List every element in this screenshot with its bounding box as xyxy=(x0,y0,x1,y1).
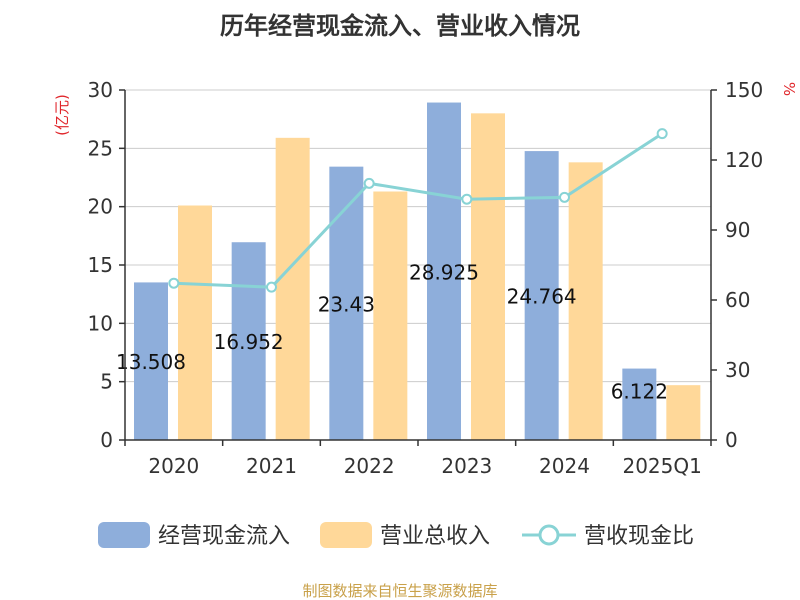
bar-revenue xyxy=(373,191,408,440)
ratio-point xyxy=(559,191,570,203)
bar-revenue xyxy=(471,113,505,440)
ratio-point xyxy=(656,128,668,140)
legend-label: 营收现金比 xyxy=(584,524,694,549)
right-axis-unit: % xyxy=(780,82,798,96)
bar-revenue xyxy=(568,162,603,441)
x-tick-label: 2020 xyxy=(148,454,199,478)
right-tick-label: 90 xyxy=(725,218,750,242)
legend-label: 营业总收入 xyxy=(380,524,490,549)
legend-label: 经营现金流入 xyxy=(158,524,290,549)
right-tick-label: 120 xyxy=(725,148,763,172)
left-tick-label: 5 xyxy=(100,370,113,394)
left-tick-label: 0 xyxy=(100,428,113,452)
bar-cash-inflow xyxy=(427,102,461,441)
ratio-line-path xyxy=(173,132,663,289)
left-tick-label: 25 xyxy=(88,136,113,160)
data-label: 6.122 xyxy=(611,380,668,404)
chart-title: 历年经营现金流入、营业收入情况 xyxy=(220,12,580,40)
legend-swatch-ratio-marker xyxy=(538,524,560,546)
data-label: 16.952 xyxy=(214,330,284,354)
bar-cash-inflow xyxy=(231,242,266,440)
tick-labels: 0 5 10 15 20 25 30 0 30 60 90 120 150 2020 2021 2022 202… xyxy=(88,78,764,478)
left-tick-label: 30 xyxy=(88,78,113,102)
right-tick-label: 60 xyxy=(725,288,750,312)
x-tick-label: 2024 xyxy=(539,454,590,478)
ratio-point xyxy=(461,193,473,205)
bar-cash-inflow xyxy=(329,166,364,440)
ratio-point xyxy=(363,177,375,189)
bar-cash-inflow xyxy=(622,368,657,440)
legend-swatch-cash-inflow xyxy=(98,522,150,548)
ratio-point xyxy=(266,281,277,293)
right-tick-label: 0 xyxy=(725,428,738,452)
x-tick-label: 2021 xyxy=(246,454,297,478)
data-label: 24.764 xyxy=(507,285,577,309)
ratio-point xyxy=(168,277,180,289)
bar-revenue xyxy=(178,205,212,440)
data-labels: 13.508 16.952 23.43 28.925 24.764 6.122 xyxy=(116,260,668,403)
data-label: 13.508 xyxy=(116,350,186,374)
data-label: 28.925 xyxy=(409,260,479,284)
legend: 经营现金流入 营业总收入 营收现金比 xyxy=(98,522,694,549)
ratio-line xyxy=(168,128,668,293)
source-note: 制图数据来自恒生聚源数据库 xyxy=(302,582,497,600)
x-tick-label: 2025Q1 xyxy=(622,454,701,478)
left-tick-label: 15 xyxy=(88,253,113,277)
bar-revenue xyxy=(666,385,701,440)
bar-revenue xyxy=(275,137,310,441)
grid-lines xyxy=(125,89,711,383)
axes xyxy=(119,89,717,446)
bar-cash-inflow xyxy=(134,282,168,440)
data-label: 23.43 xyxy=(318,292,375,316)
right-tick-label: 150 xyxy=(725,78,763,102)
left-tick-label: 10 xyxy=(88,311,113,335)
left-axis-unit: (亿元) xyxy=(53,94,71,136)
legend-swatch-revenue xyxy=(320,522,372,548)
x-tick-label: 2023 xyxy=(441,454,492,478)
bars xyxy=(134,102,701,441)
left-tick-label: 20 xyxy=(88,195,113,219)
x-tick-label: 2022 xyxy=(344,454,395,478)
right-tick-label: 30 xyxy=(725,358,750,382)
